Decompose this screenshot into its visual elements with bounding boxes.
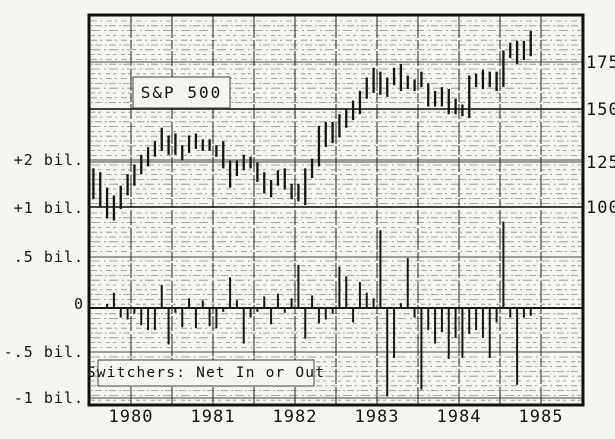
switchers-series-label: Switchers: Net In or Out <box>86 365 326 381</box>
x-axis-year-label: 1983 <box>354 407 400 427</box>
x-axis-year-label: 1982 <box>272 407 318 427</box>
x-axis-year-label: 1981 <box>190 407 236 427</box>
y-axis-left-tick: -1 bil. <box>13 389 84 407</box>
sp500-series-label: S&P 500 <box>140 83 223 102</box>
y-axis-right-tick: 100 <box>586 198 615 218</box>
y-axis-left-tick: .5 bil. <box>13 248 84 266</box>
y-axis-left-tick: +2 bil. <box>13 151 84 169</box>
y-axis-left-tick: 0 <box>73 295 84 313</box>
x-axis-year-label: 1984 <box>436 407 482 427</box>
y-axis-right-tick: 175 <box>586 53 615 73</box>
x-axis-year-label: 1985 <box>518 407 564 427</box>
y-axis-right-tick: 125 <box>586 153 615 173</box>
x-axis-year-label: 1980 <box>108 407 154 427</box>
y-axis-right-tick: 150 <box>586 100 615 120</box>
y-axis-left-tick: +1 bil. <box>13 199 84 217</box>
y-axis-left-tick: -.5 bil. <box>3 343 84 361</box>
